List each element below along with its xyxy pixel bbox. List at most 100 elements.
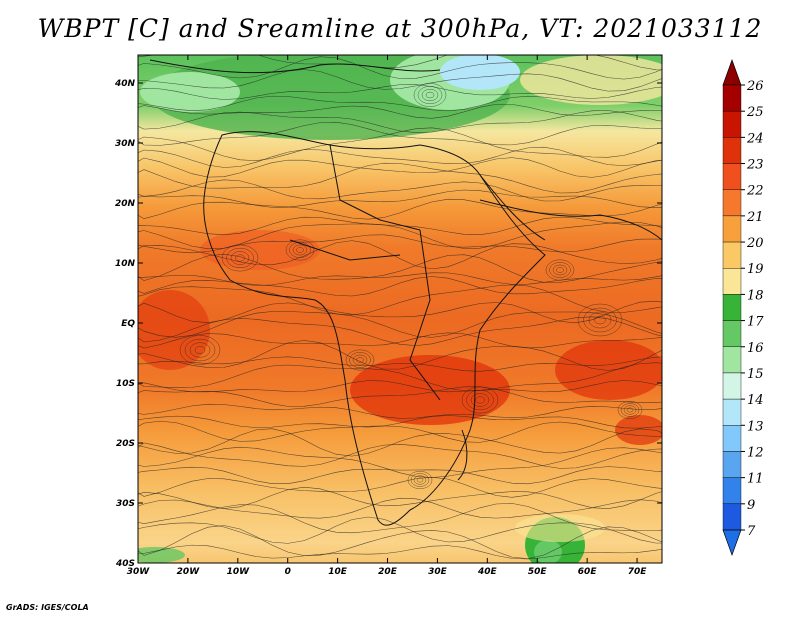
longitude-axis: 30W 20W 10W 0 10E 20E 30E 40E 50E 60E 70E bbox=[127, 55, 647, 577]
lon-tick-label: 10E bbox=[328, 567, 348, 577]
lon-tick-label: 60E bbox=[578, 567, 598, 577]
streamline bbox=[138, 276, 662, 297]
streamline-vortex bbox=[583, 307, 617, 333]
colorbar-bottom-arrow bbox=[722, 529, 742, 557]
lon-tick-label: 30W bbox=[127, 567, 151, 577]
streamline-vortex bbox=[588, 311, 612, 329]
colorbar-segment bbox=[722, 268, 742, 295]
streamline-vortex bbox=[345, 349, 375, 371]
streamline bbox=[138, 442, 662, 469]
streamline bbox=[138, 403, 662, 419]
streamline bbox=[138, 179, 662, 202]
streamline bbox=[138, 104, 662, 119]
lat-tick-label: 40S bbox=[115, 559, 135, 569]
lat-tick-label: 20S bbox=[116, 439, 135, 449]
streamline-vortex bbox=[413, 475, 427, 485]
lat-tick-label: 10S bbox=[116, 379, 135, 389]
streamline-vortex bbox=[194, 346, 206, 354]
colorbar-segment bbox=[722, 503, 742, 531]
streamline-vortex bbox=[623, 405, 637, 415]
streamline-vortex bbox=[626, 407, 634, 413]
streamline bbox=[138, 189, 662, 208]
streamline-vortex bbox=[296, 247, 304, 253]
colorbar-label: 14 bbox=[747, 393, 764, 408]
streamline bbox=[138, 525, 662, 559]
latitude-axis: 40N 30N 20N 10N EQ 10S 20S 30S 40S bbox=[114, 79, 662, 569]
colorbar-label: 18 bbox=[747, 288, 764, 303]
streamline bbox=[138, 316, 662, 346]
streamline bbox=[138, 415, 662, 429]
streamline bbox=[138, 240, 662, 270]
colorbar-label: 26 bbox=[746, 79, 764, 94]
colorbar-segment bbox=[722, 320, 742, 347]
lon-tick-label: 30E bbox=[428, 567, 448, 577]
wbpt-field bbox=[138, 55, 662, 563]
streamline-vortex bbox=[461, 386, 499, 414]
lat-tick-label: 40N bbox=[114, 79, 136, 89]
lat-tick-label: 20N bbox=[115, 199, 136, 209]
streamline bbox=[138, 234, 662, 254]
colorbar-segment bbox=[722, 477, 742, 505]
colorbar-label: 12 bbox=[747, 445, 764, 460]
streamline bbox=[138, 95, 662, 112]
streamline bbox=[138, 253, 662, 283]
streamline-vortex bbox=[556, 267, 564, 273]
streamline-vortex bbox=[289, 242, 311, 258]
streamline bbox=[138, 446, 662, 478]
streamline bbox=[138, 503, 662, 534]
streamline bbox=[138, 420, 662, 443]
streamlines bbox=[138, 55, 662, 560]
colorbar-label: 16 bbox=[747, 341, 764, 356]
colorbar-segment bbox=[722, 84, 742, 112]
colorbar-label: 22 bbox=[746, 184, 764, 199]
lat-tick-label: 30S bbox=[116, 499, 135, 509]
streamline-vortex bbox=[221, 244, 259, 272]
colorbar-segment bbox=[722, 241, 742, 269]
colorbar-segment bbox=[722, 137, 742, 164]
streamline bbox=[138, 284, 662, 316]
colorbar-label: 7 bbox=[747, 524, 756, 539]
streamline bbox=[138, 198, 662, 220]
colorbar-segment bbox=[722, 189, 742, 217]
colorbar-segment bbox=[722, 451, 742, 478]
lon-tick-label: 10W bbox=[227, 567, 251, 577]
colorbar-segment bbox=[722, 346, 742, 374]
colorbar-segment bbox=[722, 294, 742, 321]
streamline bbox=[138, 497, 662, 519]
streamline-vortex bbox=[184, 338, 216, 362]
streamline-vortex bbox=[230, 251, 250, 265]
colorbar-label: 13 bbox=[747, 419, 764, 434]
streamline-vortex bbox=[470, 393, 490, 407]
streamline-vortex bbox=[421, 88, 439, 102]
streamline bbox=[138, 216, 662, 236]
lat-tick-label: EQ bbox=[121, 319, 135, 329]
streamline-vortex bbox=[545, 259, 575, 281]
lon-tick-label: 50E bbox=[528, 567, 548, 577]
streamline-vortex bbox=[413, 83, 447, 107]
colorbar-segment bbox=[722, 425, 742, 452]
lon-tick-label: 20E bbox=[378, 567, 398, 577]
streamline-vortex bbox=[179, 335, 221, 365]
streamline-vortex bbox=[552, 264, 568, 276]
streamline-vortex bbox=[285, 239, 315, 261]
streamline-vortex bbox=[475, 396, 485, 404]
streamline bbox=[138, 516, 662, 544]
streamline bbox=[138, 300, 662, 324]
colorbar-segment bbox=[722, 398, 742, 426]
streamline-vortex bbox=[425, 91, 435, 99]
streamline bbox=[138, 127, 662, 161]
streamline-vortex bbox=[356, 357, 364, 363]
colorbar-segment bbox=[722, 215, 742, 243]
streamline-vortex bbox=[292, 244, 308, 256]
streamline bbox=[138, 544, 662, 560]
streamline bbox=[138, 55, 662, 71]
streamline bbox=[138, 428, 662, 457]
streamline bbox=[138, 476, 662, 498]
colorbar-segment bbox=[722, 372, 742, 400]
colorbar-label: 20 bbox=[746, 236, 764, 251]
lon-tick-label: 70E bbox=[628, 567, 648, 577]
streamline bbox=[138, 221, 662, 250]
streamline-vortex bbox=[617, 401, 643, 419]
colorbar-label: 15 bbox=[747, 367, 764, 382]
